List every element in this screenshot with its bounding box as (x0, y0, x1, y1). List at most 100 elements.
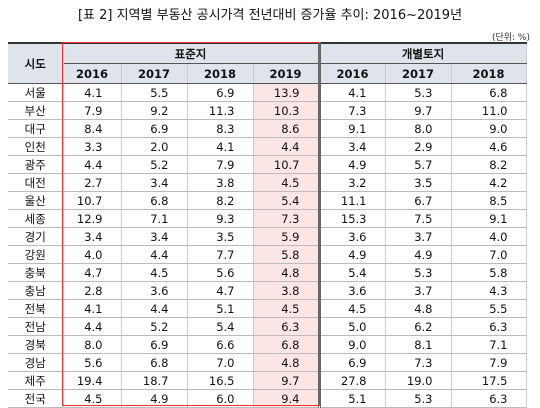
value-cell: 4.1 (63, 83, 122, 102)
value-cell: 4.9 (385, 245, 452, 264)
value-cell: 8.3 (187, 119, 254, 138)
data-table: 시도 표준지 개별토지 2016 2017 2018 2019 2016 2017 2018… (8, 42, 527, 408)
value-cell: 4.8 (385, 299, 452, 318)
value-cell: 8.0 (385, 119, 452, 138)
value-cell: 12.9 (63, 209, 122, 228)
table-row: 전국 4.5 4.9 6.0 9.4 5.1 5.3 6.3 (8, 389, 527, 408)
value-cell: 6.7 (385, 191, 452, 210)
value-cell: 5.5 (121, 83, 188, 102)
value-cell: 6.9 (187, 83, 254, 102)
value-cell: 4.5 (317, 299, 386, 318)
region-cell: 제주 (8, 371, 64, 390)
value-cell: 5.5 (451, 299, 527, 318)
value-cell: 9.7 (385, 101, 452, 120)
value-cell: 6.9 (121, 119, 188, 138)
table-row: 서울 4.1 5.5 6.9 13.9 4.1 5.3 6.8 (8, 83, 527, 102)
value-cell: 8.0 (63, 335, 122, 354)
value-cell: 8.2 (451, 155, 527, 174)
value-cell: 4.4 (63, 317, 122, 336)
value-cell: 3.7 (385, 281, 452, 300)
value-cell: 7.5 (385, 209, 452, 228)
value-cell: 3.4 (63, 227, 122, 246)
value-cell: 5.6 (187, 263, 254, 282)
year-header: 2018 (187, 63, 254, 84)
table-row: 대전 2.7 3.4 3.8 4.5 3.2 3.5 4.2 (8, 173, 527, 192)
value-cell: 4.5 (253, 173, 320, 192)
region-cell: 전국 (8, 389, 64, 408)
value-cell: 5.4 (187, 317, 254, 336)
value-cell: 7.9 (451, 353, 527, 372)
group-header: 표준지 (63, 42, 320, 64)
table-row: 충남 2.8 3.6 4.7 3.8 3.6 3.7 4.3 (8, 281, 527, 300)
value-cell: 15.3 (317, 209, 386, 228)
value-cell: 3.5 (187, 227, 254, 246)
table-row: 충북 4.7 4.5 5.6 4.8 5.4 5.3 5.8 (8, 263, 527, 282)
value-cell: 3.4 (317, 137, 386, 156)
region-cell: 경남 (8, 353, 64, 372)
value-cell: 7.3 (317, 101, 386, 120)
value-cell: 6.9 (317, 353, 386, 372)
value-cell: 2.7 (63, 173, 122, 192)
value-cell: 10.7 (63, 191, 122, 210)
value-cell: 27.8 (317, 371, 386, 390)
table-row: 전남 4.4 5.2 5.4 6.3 5.0 6.2 6.3 (8, 317, 527, 336)
value-cell: 4.0 (63, 245, 122, 264)
region-cell: 충남 (8, 281, 64, 300)
value-cell: 3.8 (187, 173, 254, 192)
value-cell: 11.3 (187, 101, 254, 120)
value-cell: 3.3 (63, 137, 122, 156)
table-row: 경기 3.4 3.4 3.5 5.9 3.6 3.7 4.0 (8, 227, 527, 246)
value-cell: 4.2 (451, 173, 527, 192)
value-cell: 5.8 (253, 245, 320, 264)
value-cell: 9.3 (187, 209, 254, 228)
region-cell: 대구 (8, 119, 64, 138)
value-cell: 3.8 (253, 281, 320, 300)
value-cell: 4.9 (121, 389, 188, 408)
value-cell: 5.3 (385, 83, 452, 102)
value-cell: 4.4 (253, 137, 320, 156)
region-cell: 전북 (8, 299, 64, 318)
region-cell: 세종 (8, 209, 64, 228)
value-cell: 2.9 (385, 137, 452, 156)
value-cell: 9.1 (451, 209, 527, 228)
value-cell: 7.1 (451, 335, 527, 354)
year-header: 2018 (451, 63, 527, 84)
value-cell: 7.0 (187, 353, 254, 372)
value-cell: 4.1 (63, 299, 122, 318)
value-cell: 9.4 (253, 389, 320, 408)
value-cell: 6.6 (187, 335, 254, 354)
value-cell: 3.6 (317, 227, 386, 246)
value-cell: 4.3 (451, 281, 527, 300)
table-row: 광주 4.4 5.2 7.9 10.7 4.9 5.7 8.2 (8, 155, 527, 174)
value-cell: 5.4 (253, 191, 320, 210)
value-cell: 7.3 (385, 353, 452, 372)
value-cell: 5.3 (385, 263, 452, 282)
value-cell: 7.0 (451, 245, 527, 264)
region-cell: 부산 (8, 101, 64, 120)
value-cell: 6.8 (253, 335, 320, 354)
value-cell: 5.2 (121, 155, 188, 174)
value-cell: 4.8 (253, 263, 320, 282)
value-cell: 2.0 (121, 137, 188, 156)
value-cell: 6.8 (451, 83, 527, 102)
region-cell: 강원 (8, 245, 64, 264)
value-cell: 5.9 (253, 227, 320, 246)
value-cell: 6.9 (121, 335, 188, 354)
value-cell: 5.4 (317, 263, 386, 282)
value-cell: 9.2 (121, 101, 188, 120)
region-cell: 경기 (8, 227, 64, 246)
table-row: 제주 19.4 18.7 16.5 9.7 27.8 19.0 17.5 (8, 371, 527, 390)
value-cell: 16.5 (187, 371, 254, 390)
value-cell: 7.9 (187, 155, 254, 174)
value-cell: 9.0 (317, 335, 386, 354)
value-cell: 7.9 (63, 101, 122, 120)
value-cell: 3.5 (385, 173, 452, 192)
table-title: [표 2] 지역별 부동산 공시가격 전년대비 증가율 추이: 2016~201… (77, 8, 463, 23)
group-header: 개별토지 (317, 42, 527, 64)
value-cell: 6.3 (253, 317, 320, 336)
value-cell: 4.7 (63, 263, 122, 282)
year-header: 2017 (121, 63, 188, 84)
value-cell: 5.8 (451, 263, 527, 282)
value-cell: 4.5 (121, 263, 188, 282)
